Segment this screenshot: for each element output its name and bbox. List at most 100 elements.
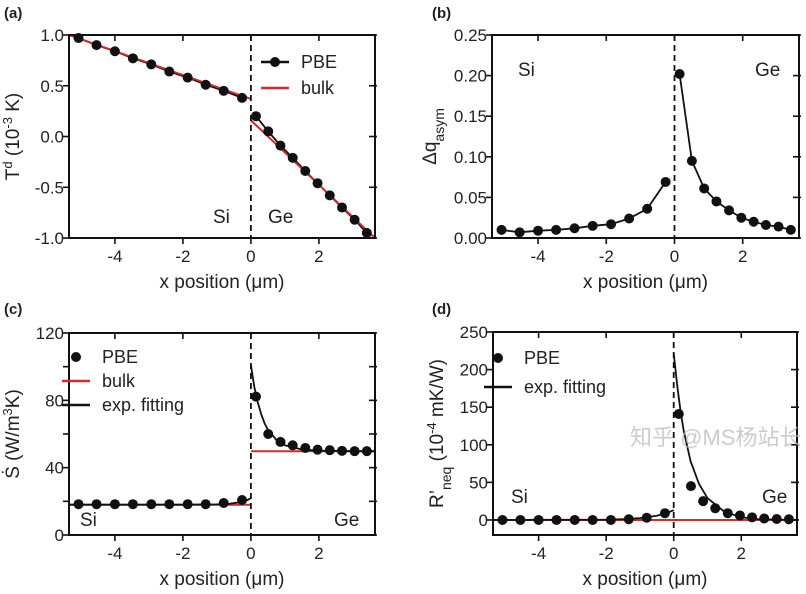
data-point [623, 514, 634, 525]
data-point [237, 494, 248, 505]
data-point [710, 503, 721, 514]
y-tick-label: 0.20 [454, 67, 487, 86]
panel-a: (a) -4 -2 0 2 -1.0 -0.5 0.0 0.5 1.0 x position (μm… [0, 5, 377, 293]
series-line [678, 73, 792, 231]
y-tick-label: 0 [479, 511, 488, 530]
data-point [200, 79, 211, 90]
data-point [606, 219, 617, 230]
x-tick-label: 2 [314, 247, 323, 266]
data-point [287, 440, 298, 451]
data-point [641, 512, 652, 523]
data-point [349, 446, 360, 457]
legend-marker [71, 352, 81, 362]
x-tick-label: -2 [599, 544, 614, 563]
data-point [287, 152, 298, 163]
data-point [312, 444, 323, 455]
data-point [146, 59, 157, 70]
data-point [127, 499, 138, 510]
data-point [218, 498, 229, 509]
plot-area [501, 73, 792, 234]
data-point [146, 499, 157, 510]
data-point [533, 514, 544, 525]
panel-label: (b) [432, 5, 451, 22]
data-point [300, 166, 311, 177]
data-point [660, 176, 671, 187]
plot-frame [68, 332, 376, 536]
x-tick-label: -4 [107, 247, 122, 266]
y-axis-title-part: K) [3, 93, 24, 117]
y-axis-title-part: K) [3, 389, 24, 408]
data-point [533, 225, 544, 236]
x-tick-label: 2 [737, 544, 746, 563]
data-point [587, 220, 598, 231]
data-point [496, 224, 507, 235]
legend: PBE bulk exp. fitting [62, 347, 184, 415]
x-axis-title: x position (μm) [160, 272, 285, 293]
data-point [760, 220, 771, 231]
y-axis-title-part: T [3, 168, 24, 180]
x-tick-label: -2 [175, 544, 190, 563]
data-point [263, 126, 274, 137]
x-tick-label: -4 [531, 544, 546, 563]
y-tick-label: 120 [36, 324, 64, 343]
y-axis-title: Ṡ (W/m3K) [0, 389, 24, 479]
data-point [605, 514, 616, 525]
legend-label: bulk [102, 371, 136, 391]
x-tick-label: 0 [670, 247, 679, 266]
data-point [551, 224, 562, 235]
data-point [251, 391, 261, 402]
data-point [685, 481, 696, 492]
y-axis-title-part: -3 [0, 117, 15, 129]
data-point [361, 227, 372, 238]
data-point [218, 85, 229, 96]
y-tick-label: 0.10 [454, 148, 487, 167]
data-point [659, 508, 670, 519]
y-tick-label: 40 [45, 459, 64, 478]
y-axis-title-part: R’ [427, 490, 448, 508]
y-tick-label: 80 [45, 391, 64, 410]
y-axis-title-part: (10 [3, 129, 24, 162]
y-axis-title: Td (10-3 K) [0, 93, 24, 180]
region-label-ge: Ge [762, 487, 787, 508]
region-label-ge: Ge [755, 60, 780, 81]
data-point [759, 513, 770, 524]
y-tick-label: -1.0 [35, 229, 64, 248]
data-point [164, 66, 175, 77]
y-tick-label: 150 [460, 398, 488, 417]
data-point [514, 227, 525, 238]
panel-b: (b) -4 -2 0 2 0.00 0.05 0.10 0.15 0.20 0.25 x posit… [420, 5, 801, 293]
data-point [724, 205, 735, 216]
x-tick-label: -4 [107, 544, 122, 563]
y-axis-title: R’neq (10-4 mK/W) [424, 359, 455, 508]
y-axis-title-part: Ṡ (W/m [2, 415, 24, 478]
y-tick-label: 50 [469, 473, 488, 492]
data-point [785, 224, 796, 235]
data-point [73, 499, 84, 510]
data-point [182, 72, 193, 83]
y-axis-title-part: d [0, 161, 15, 168]
data-point [109, 46, 120, 57]
x-tick-label: 0 [246, 247, 255, 266]
panel-label: (d) [432, 301, 451, 318]
data-point [686, 155, 697, 166]
y-tick-label: 100 [460, 436, 488, 455]
panel-label: (c) [4, 301, 22, 318]
region-label-si: Si [80, 510, 97, 531]
data-point [773, 221, 784, 232]
data-point [361, 446, 372, 457]
data-point [551, 514, 562, 525]
y-tick-label: -0.5 [35, 178, 64, 197]
data-point [324, 445, 335, 456]
y-tick-label: 0.15 [454, 107, 487, 126]
y-axis-title-part: Δq [420, 142, 441, 165]
data-point [200, 499, 211, 510]
data-point [164, 499, 175, 510]
legend-label: PBE [301, 52, 337, 72]
y-tick-label: 0.05 [454, 188, 487, 207]
y-tick-label: 0.0 [40, 128, 64, 147]
data-point [736, 212, 747, 223]
data-point [748, 216, 759, 227]
data-point [734, 510, 745, 521]
x-tick-label: -2 [599, 247, 614, 266]
data-point [337, 445, 348, 456]
